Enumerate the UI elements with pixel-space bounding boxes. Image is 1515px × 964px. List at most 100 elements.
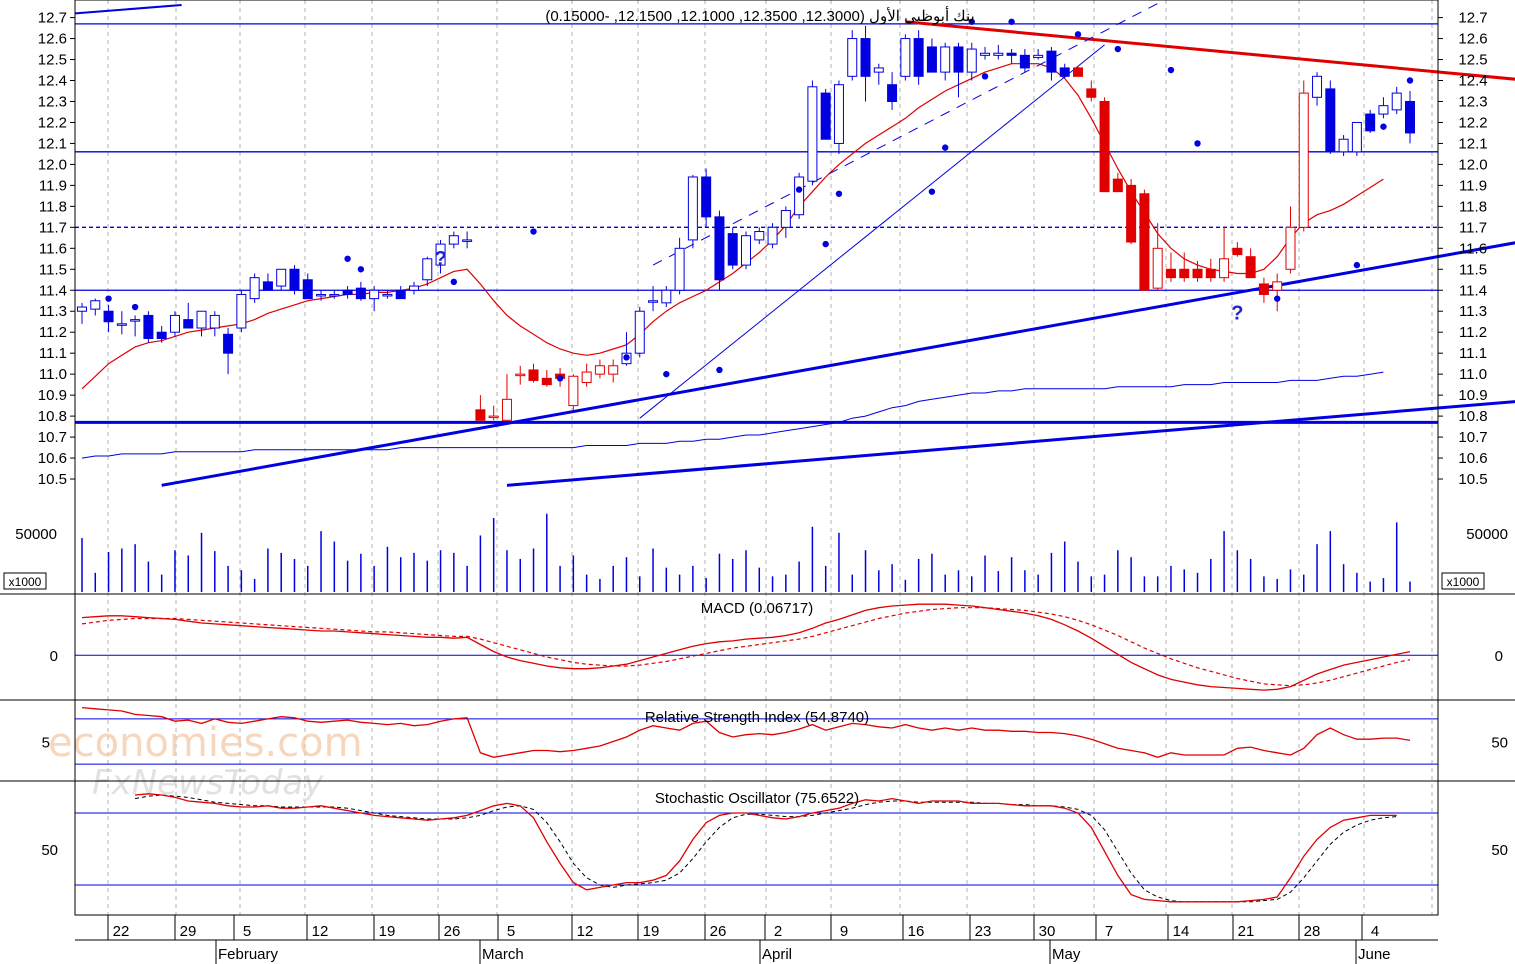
- candle-body: [183, 319, 194, 329]
- candle-body: [1152, 247, 1163, 289]
- fractal-dot: [928, 188, 936, 195]
- candle-body: [767, 226, 778, 245]
- candle-body: [1006, 52, 1017, 56]
- moving-averages: [81, 63, 1384, 459]
- candle-body: [1139, 193, 1150, 291]
- price-tick-label-right: 11.6: [1459, 240, 1487, 257]
- candle-body: [1165, 268, 1176, 279]
- price-tick-label-right: 10.7: [1458, 429, 1487, 446]
- question-mark: ?: [1231, 303, 1243, 325]
- price-tick-label-right: 12.5: [1458, 52, 1487, 69]
- candle-body: [103, 310, 114, 323]
- candle-body: [727, 233, 738, 266]
- plot-frame: [74, 0, 1439, 916]
- fractal-dot: [556, 375, 564, 382]
- candle-body: [462, 239, 473, 242]
- fractal-dot: [1008, 18, 1015, 25]
- price-tick-label-right: 11.8: [1459, 198, 1487, 215]
- candle-body: [1099, 100, 1110, 193]
- day-label: 16: [908, 923, 925, 940]
- price-tick-label-left: 11.3: [39, 303, 67, 320]
- candle-body: [780, 210, 791, 228]
- price-tick-label-right: 12.3: [1458, 93, 1487, 110]
- candle-body: [488, 415, 499, 419]
- fractal-dot: [450, 278, 458, 286]
- price-tick-label-left: 12.4: [38, 73, 67, 90]
- candle-body: [316, 293, 327, 297]
- candle-body: [209, 314, 220, 329]
- volume-unit-box: [1441, 572, 1485, 590]
- price-tick-label-left: 11.5: [39, 261, 67, 278]
- price-tick-label-left: 11.6: [39, 240, 67, 257]
- candle-body: [594, 365, 605, 375]
- candle-body: [887, 84, 898, 102]
- candle-body: [581, 371, 592, 384]
- price-tick-label-left: 10.7: [38, 429, 67, 446]
- candle-body: [475, 409, 486, 421]
- price-tick-label-left: 12.5: [38, 52, 67, 69]
- stochastic-title: Stochastic Oscillator (75.6522): [655, 790, 859, 807]
- price-tick-label-left: 11.9: [39, 177, 67, 194]
- month-label: March: [482, 946, 524, 963]
- candle-body: [661, 289, 672, 304]
- candle-body: [1033, 54, 1044, 58]
- fractal-dot: [663, 370, 670, 378]
- price-tick-label-left: 10.9: [38, 387, 67, 404]
- price-tick-label-left: 12.0: [38, 156, 67, 173]
- price-tick-label-left: 10.6: [38, 450, 67, 467]
- price-tick-label-left: 12.6: [38, 31, 67, 48]
- day-label: 12: [577, 923, 594, 940]
- channel-lower: [639, 44, 1105, 419]
- macd-line: [81, 603, 1411, 691]
- axes: 12.7 12.7 12.6 12.6 12.5 12.5 12.4 12.4 12.3 12.3…: [3, 10, 1508, 964]
- candle-body: [342, 289, 353, 295]
- day-label: 2: [774, 923, 782, 940]
- candle-body: [1312, 75, 1323, 98]
- candle-body: [169, 314, 180, 333]
- fractal-dot: [357, 266, 365, 273]
- price-tick-label-right: 12.4: [1458, 73, 1487, 90]
- candle-body: [714, 216, 725, 281]
- candle-body: [329, 293, 340, 297]
- price-tick-label-right: 11.3: [1459, 303, 1487, 320]
- month-label: May: [1052, 946, 1081, 963]
- candle-body: [701, 176, 712, 218]
- candle-body: [1192, 268, 1203, 279]
- day-label: 26: [444, 923, 461, 940]
- candle-body: [1019, 54, 1030, 69]
- macd-title: MACD (0.06717): [701, 600, 814, 617]
- candle-body: [302, 279, 313, 300]
- candles: [77, 25, 1415, 421]
- price-tick-label-right: 11.5: [1459, 261, 1487, 278]
- candle-body: [648, 300, 659, 303]
- candle-body: [1391, 92, 1402, 111]
- day-label: 23: [975, 923, 992, 940]
- candle-body: [820, 92, 831, 140]
- day-label: 21: [1238, 923, 1255, 940]
- trend-resistance: [905, 20, 1515, 81]
- price-tick-label-right: 10.5: [1458, 471, 1487, 488]
- rsi-title: Relative Strength Index (54.8740): [645, 709, 869, 726]
- candle-body: [236, 293, 247, 329]
- price-tick-label-left: 10.5: [38, 471, 67, 488]
- fractal-dot: [131, 303, 139, 311]
- month-label: April: [762, 946, 792, 963]
- candle-body: [501, 398, 512, 421]
- price-tick-label-right: 11.9: [1459, 177, 1487, 194]
- fractal-dot: [1353, 261, 1361, 269]
- day-label: 5: [507, 923, 515, 940]
- ma-long-line: [81, 371, 1384, 459]
- price-tick-label-right: 11.0: [1459, 366, 1487, 383]
- candle-body: [873, 67, 884, 73]
- volume-tick-left: 50000: [15, 526, 57, 543]
- day-label: 22: [113, 923, 130, 940]
- volume-tick-right: 50000: [1466, 526, 1508, 543]
- price-tick-label-left: 12.2: [38, 114, 67, 131]
- candle-body: [143, 314, 154, 339]
- candle-body: [409, 285, 419, 291]
- candle-body: [369, 289, 380, 300]
- price-tick-label-right: 12.6: [1458, 31, 1487, 48]
- stochastic-k-line: [135, 793, 1397, 903]
- fractal-dot: [968, 18, 975, 25]
